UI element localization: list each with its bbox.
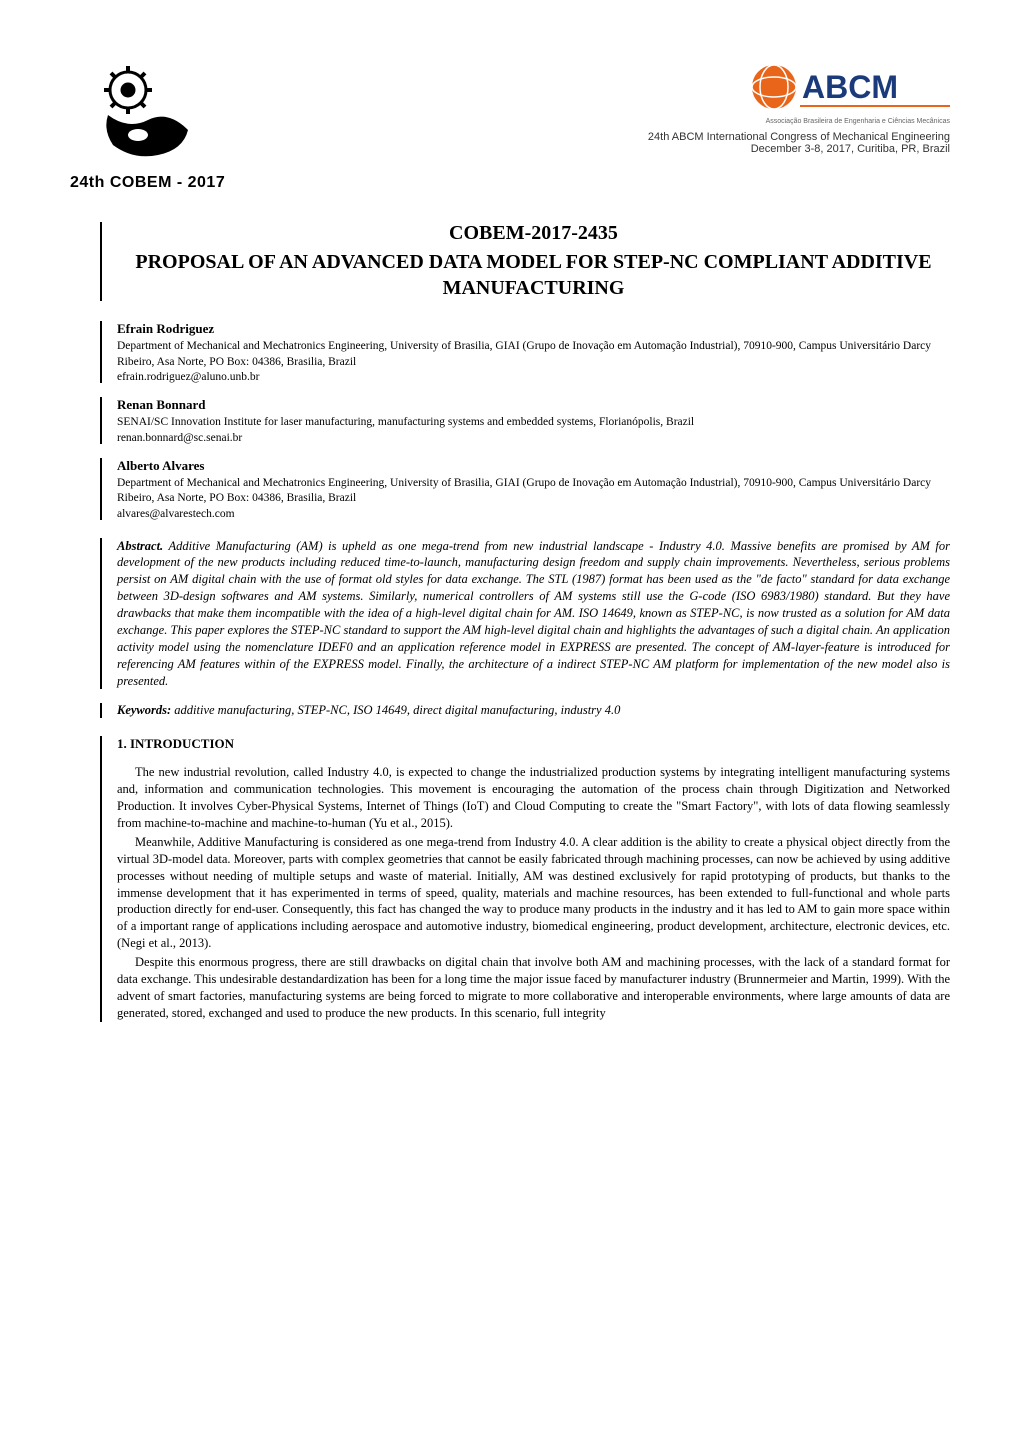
author-name: Renan Bonnard	[117, 397, 950, 413]
author-affiliation: SENAI/SC Innovation Institute for laser …	[117, 415, 950, 431]
svg-text:ABCM: ABCM	[802, 69, 898, 105]
author-name: Efrain Rodriguez	[117, 321, 950, 337]
abstract-block: Abstract. Additive Manufacturing (AM) is…	[100, 538, 950, 690]
author-affiliation: Department of Mechanical and Mechatronic…	[117, 339, 950, 370]
author-affiliation: Department of Mechanical and Mechatronic…	[117, 476, 950, 507]
body-paragraph: Despite this enormous progress, there ar…	[117, 954, 950, 1022]
author-email: alvares@alvarestech.com	[117, 508, 950, 520]
section-introduction: 1. INTRODUCTION The new industrial revol…	[100, 736, 950, 1021]
conference-logo-left: 24th COBEM - 2017	[70, 60, 225, 192]
author-block-3: Alberto Alvares Department of Mechanical…	[100, 458, 950, 520]
section-heading: 1. INTRODUCTION	[117, 736, 950, 752]
cobem-gear-logo-icon	[88, 60, 208, 170]
paper-id: COBEM-2017-2435	[117, 222, 950, 245]
body-paragraph: Meanwhile, Additive Manufacturing is con…	[117, 834, 950, 952]
abcm-tagline: Associação Brasileira de Engenharia e Ci…	[766, 118, 950, 125]
keywords-block: Keywords: additive manufacturing, STEP-N…	[100, 703, 950, 718]
keywords-text: Keywords: additive manufacturing, STEP-N…	[117, 703, 950, 718]
keywords-label: Keywords:	[117, 703, 171, 717]
author-email: efrain.rodriguez@aluno.unb.br	[117, 371, 950, 383]
abstract-body: Additive Manufacturing (AM) is upheld as…	[117, 539, 950, 688]
author-email: renan.bonnard@sc.senai.br	[117, 432, 950, 444]
abcm-logo-right: ABCM Associação Brasileira de Engenharia…	[648, 60, 950, 155]
author-block-2: Renan Bonnard SENAI/SC Innovation Instit…	[100, 397, 950, 444]
conference-logo-caption: 24th COBEM - 2017	[70, 174, 225, 192]
author-name: Alberto Alvares	[117, 458, 950, 474]
author-block-1: Efrain Rodriguez Department of Mechanica…	[100, 321, 950, 383]
abstract-label: Abstract.	[117, 539, 163, 553]
congress-info-line1: 24th ABCM International Congress of Mech…	[648, 131, 950, 143]
abstract-text: Abstract. Additive Manufacturing (AM) is…	[117, 538, 950, 690]
congress-info-line2: December 3-8, 2017, Curitiba, PR, Brazil	[751, 143, 950, 155]
header-row: 24th COBEM - 2017 ABCM Associação Brasil…	[70, 60, 950, 192]
paper-title: PROPOSAL OF AN ADVANCED DATA MODEL FOR S…	[117, 249, 950, 301]
abcm-logo-icon: ABCM	[750, 60, 950, 115]
keywords-body: additive manufacturing, STEP-NC, ISO 146…	[174, 703, 620, 717]
body-paragraph: The new industrial revolution, called In…	[117, 764, 950, 832]
title-block: COBEM-2017-2435 PROPOSAL OF AN ADVANCED …	[100, 222, 950, 301]
